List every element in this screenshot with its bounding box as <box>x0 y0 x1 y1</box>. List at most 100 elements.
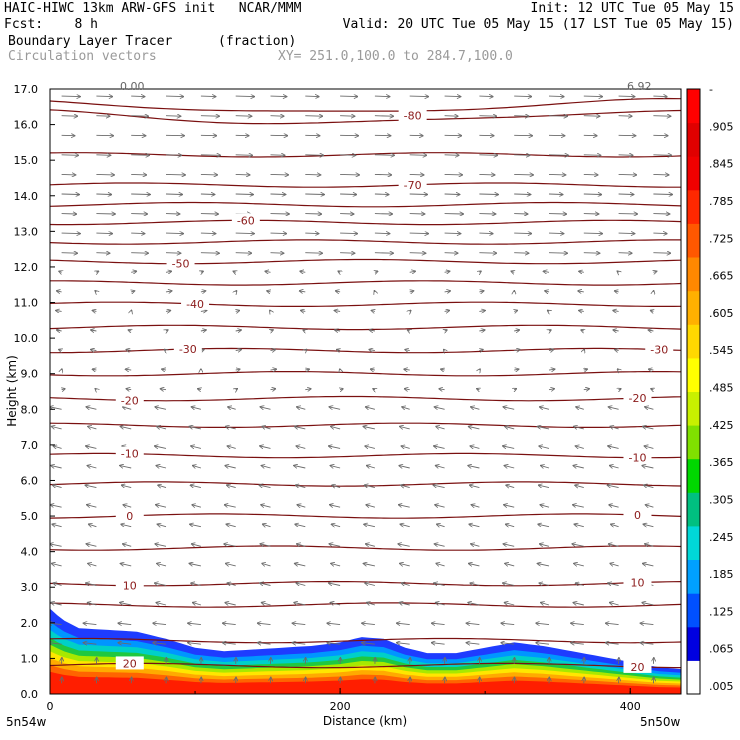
circulation-vector <box>436 427 445 429</box>
colorbar-label: .005 <box>709 680 734 693</box>
circulation-vector <box>86 446 97 448</box>
circulation-vector <box>157 427 167 429</box>
circulation-vector <box>366 505 376 507</box>
circulation-vector <box>505 427 515 429</box>
circulation-vector <box>297 544 306 546</box>
contour-label: 0 <box>126 510 133 523</box>
circulation-vector <box>200 155 220 156</box>
circulation-vector <box>332 524 341 526</box>
circulation-vector <box>575 485 584 487</box>
circulation-vector <box>50 544 62 546</box>
circulation-vector <box>331 466 341 468</box>
temperature-contour <box>50 109 681 125</box>
contour-label: 20 <box>123 657 137 670</box>
circulation-vector <box>305 96 318 97</box>
circulation-vector <box>470 583 480 585</box>
circulation-vector <box>504 505 515 507</box>
circulation-vector <box>400 564 410 566</box>
circulation-vector <box>514 155 529 156</box>
circulation-vector <box>261 407 271 409</box>
circulation-vector <box>123 544 132 546</box>
circulation-vector <box>262 564 271 566</box>
circulation-vector <box>573 603 584 605</box>
circulation-vector <box>606 623 619 624</box>
circulation-vector <box>226 564 236 566</box>
circulation-vector <box>52 427 62 429</box>
colorbar-swatch <box>687 660 700 695</box>
circulation-vector <box>548 116 567 117</box>
circulation-vector <box>642 603 654 605</box>
circulation-vector <box>367 603 376 605</box>
circulation-vector <box>581 330 584 331</box>
circulation-vector <box>479 291 483 292</box>
circulation-vector <box>96 96 112 97</box>
header-xy-range: XY= 251.0,100.0 to 284.7,100.0 <box>278 49 513 64</box>
circulation-vector <box>261 544 271 546</box>
circulation-vector <box>89 524 97 526</box>
circulation-vector <box>365 446 376 448</box>
circulation-vector <box>227 485 236 487</box>
header-line2-left: Fcst: 8 h <box>4 17 98 32</box>
circulation-vector <box>126 350 132 351</box>
circulation-vector <box>87 505 97 507</box>
circulation-vector <box>618 116 632 117</box>
circulation-vector <box>198 389 201 390</box>
header-field-name: Boundary Layer Tracer <box>8 34 173 49</box>
circulation-vector <box>340 389 343 390</box>
colorbar-label: .365 <box>709 456 734 469</box>
circulation-vector <box>468 466 480 468</box>
circulation-vector <box>548 350 553 351</box>
header-line2-right: Valid: 20 UTC Tue 05 May 15 (17 LST Tue … <box>342 17 734 32</box>
x-endpoint-left: 5n54w <box>6 715 47 729</box>
temperature-contour <box>50 513 681 519</box>
circulation-vector <box>511 271 514 272</box>
x-tick-label: 200 <box>330 700 351 713</box>
circulation-vector <box>258 623 271 624</box>
circulation-vector <box>618 253 632 254</box>
circulation-vector <box>435 544 445 546</box>
circulation-vector <box>653 194 672 195</box>
circulation-vector <box>293 623 306 624</box>
circulation-vector <box>84 643 97 645</box>
circulation-vector <box>477 389 479 390</box>
circulation-vector <box>61 96 80 97</box>
circulation-vector <box>501 623 515 624</box>
circulation-vector <box>200 253 219 254</box>
contour-label-bg <box>115 508 144 522</box>
contour-label: -70 <box>404 179 422 192</box>
circulation-vector <box>228 407 236 409</box>
circulation-vector <box>236 311 240 312</box>
circulation-vector <box>193 466 202 468</box>
circulation-vector <box>270 253 284 254</box>
circulation-vector <box>653 271 656 272</box>
circulation-vector <box>192 407 202 409</box>
circulation-vector <box>61 155 79 156</box>
circulation-vector <box>583 174 598 175</box>
circulation-vector <box>330 505 341 507</box>
circulation-vector <box>576 583 584 585</box>
colorbar-label: .485 <box>709 382 734 395</box>
circulation-vector <box>401 485 410 487</box>
circulation-vector <box>649 369 654 370</box>
y-tick-label: 5.0 <box>21 510 39 523</box>
circulation-vector <box>645 407 654 409</box>
contour-label-bg <box>181 296 210 310</box>
circulation-vector <box>270 116 284 117</box>
tracer-band-red <box>50 671 681 694</box>
circulation-vector <box>366 407 376 409</box>
circulation-vector <box>156 505 167 507</box>
circulation-vector <box>618 174 637 175</box>
circulation-vector <box>340 194 356 195</box>
temperature-contour <box>50 182 681 188</box>
circulation-vector <box>364 427 375 429</box>
circulation-vector <box>158 485 167 487</box>
circulation-vector <box>609 505 619 507</box>
circulation-vector <box>93 311 97 312</box>
circulation-vector <box>404 369 410 370</box>
circulation-vector <box>609 544 619 546</box>
circulation-vector <box>62 389 65 390</box>
circulation-vector <box>504 544 515 546</box>
circulation-vector <box>126 369 132 370</box>
circulation-vector <box>200 174 217 175</box>
circulation-vector <box>653 253 670 254</box>
